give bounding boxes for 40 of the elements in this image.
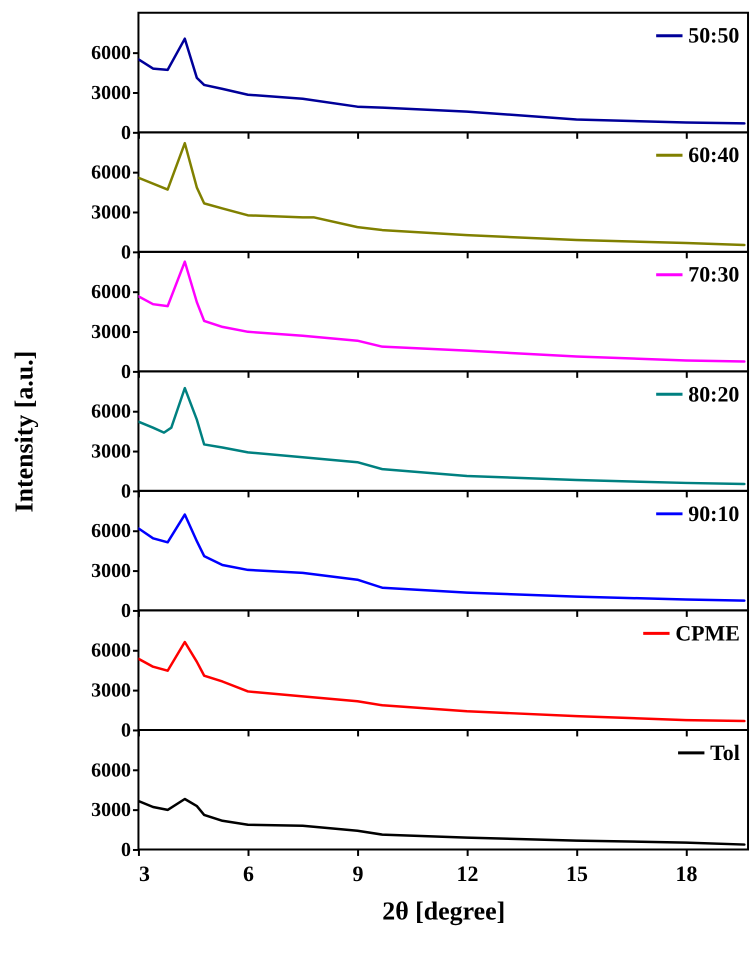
x-tick-label: 18 xyxy=(676,860,698,886)
x-tick-label: 6 xyxy=(242,860,254,886)
y-tick-label: 0 xyxy=(121,122,132,144)
y-tick-label: 0 xyxy=(121,360,132,383)
x-tick-label: 3 xyxy=(138,860,150,886)
legend-label: CPME xyxy=(675,620,740,646)
x-tick-label: 12 xyxy=(456,860,478,886)
y-tick-label: 0 xyxy=(121,241,132,264)
y-tick-label: 6000 xyxy=(91,400,132,423)
y-tick-label: 6000 xyxy=(91,42,132,64)
y-tick-label: 0 xyxy=(121,480,132,502)
x-axis-title: 2θ [degree] xyxy=(382,896,506,926)
y-tick-label: 3000 xyxy=(91,799,132,822)
y-tick-label: 3000 xyxy=(91,82,132,104)
y-tick-label: 6000 xyxy=(91,162,132,184)
y-tick-label: 0 xyxy=(121,719,132,742)
legend-label: 90:10 xyxy=(688,500,740,526)
x-tick-label: 9 xyxy=(352,860,364,886)
legend-label: 70:30 xyxy=(688,262,740,287)
legend-label: 50:50 xyxy=(688,22,740,48)
y-tick-label: 3000 xyxy=(91,680,132,702)
line-series xyxy=(138,640,746,722)
y-tick-label: 6000 xyxy=(91,759,132,782)
y-tick-label: 3000 xyxy=(91,560,132,582)
y-tick-label: 0 xyxy=(121,600,132,622)
y-tick-label: 6000 xyxy=(91,640,132,662)
line-series xyxy=(138,386,746,486)
x-tick-label: 15 xyxy=(566,860,588,886)
y-tick-label: 3000 xyxy=(91,440,132,463)
line-series xyxy=(138,260,746,363)
y-tick-label: 3000 xyxy=(91,321,132,344)
y-tick-label: 0 xyxy=(121,838,132,861)
legend-label: 60:40 xyxy=(688,142,740,168)
y-tick-label: 6000 xyxy=(91,520,132,542)
y-tick-label: 3000 xyxy=(91,201,132,224)
y-axis-title: Intensity [a.u.] xyxy=(9,350,38,513)
y-tick-label: 6000 xyxy=(91,281,132,304)
legend-label: Tol xyxy=(710,740,740,765)
line-series xyxy=(138,142,746,246)
legend-label: 80:20 xyxy=(688,381,740,406)
